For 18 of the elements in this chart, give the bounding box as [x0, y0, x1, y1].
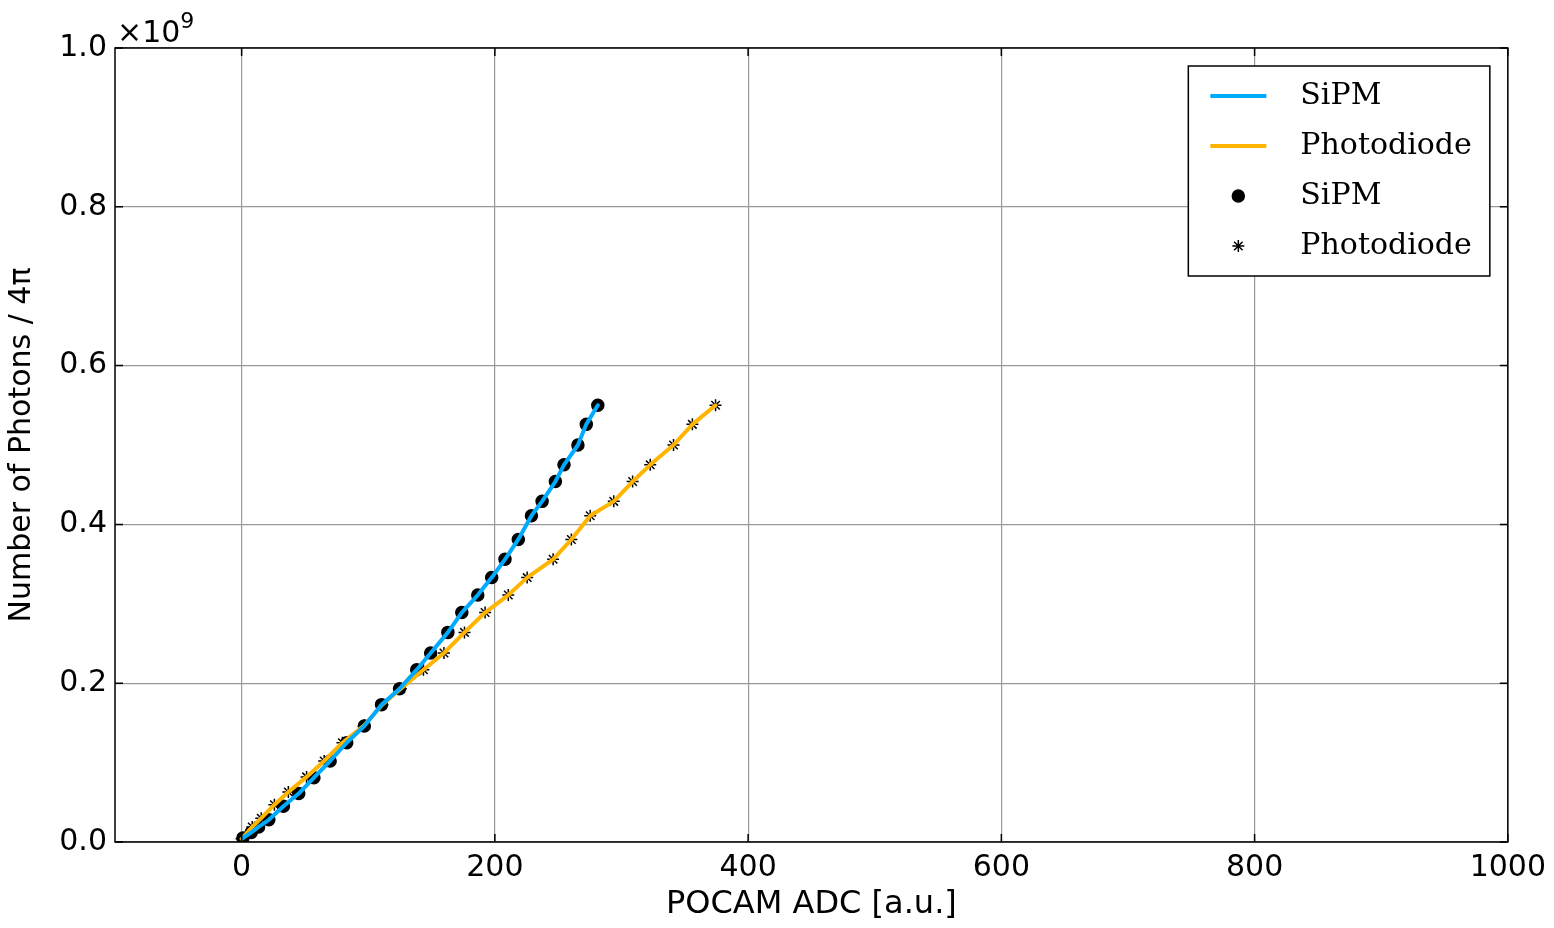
- x-tick-label: 600: [972, 847, 1030, 883]
- y-tick-label: 0.4: [59, 504, 107, 540]
- x-tick-label: 400: [719, 847, 777, 883]
- legend-label: SiPM: [1300, 175, 1382, 211]
- y-axis-title: Number of Photons / 4π: [1, 267, 37, 623]
- y-tick-label: 0.6: [59, 345, 107, 381]
- y-tick-label: 0.0: [59, 821, 107, 857]
- y-tick-label: 0.8: [59, 186, 107, 222]
- x-tick-label: 800: [1225, 847, 1284, 883]
- legend-label: SiPM: [1300, 75, 1382, 111]
- legend-label: Photodiode: [1300, 225, 1472, 261]
- y-tick-label: 1.0: [59, 27, 107, 63]
- x-axis-title: POCAM ADC [a.u.]: [666, 883, 957, 922]
- x-tick-label: 200: [466, 847, 524, 883]
- legend-label: Photodiode: [1300, 125, 1472, 161]
- x-tick-label: 0: [232, 847, 252, 883]
- y-tick-label: 0.2: [59, 663, 107, 698]
- x-tick-label: 1000: [1469, 847, 1547, 883]
